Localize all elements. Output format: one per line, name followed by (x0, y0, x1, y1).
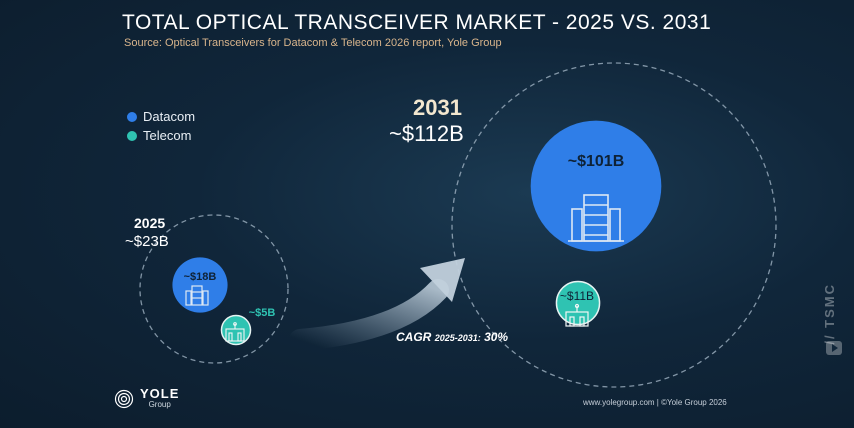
network-building-icon (225, 322, 245, 342)
footer-credit: www.yolegroup.com | ©Yole Group 2026 (583, 398, 727, 407)
label-2025-telecom: ~$5B (249, 307, 276, 319)
legend-swatch-datacom (127, 111, 137, 122)
label-2031-datacom: ~$101B (568, 153, 625, 170)
spiral-logo-icon (114, 389, 134, 408)
page-title: TOTAL OPTICAL TRANSCEIVER MARKET - 2025 … (122, 11, 712, 34)
network-building-icon (565, 303, 589, 327)
legend-label-telecom: Telecom (143, 128, 192, 143)
total-label-2025: ~$23B (125, 233, 169, 250)
bubble-2031-telecom (555, 280, 601, 326)
cagr-annotation: CAGR 2025-2031: 30% (396, 330, 508, 344)
source-subtitle: Source: Optical Transceivers for Datacom… (124, 37, 502, 49)
server-rack-icon (568, 194, 624, 242)
total-ring-2025 (139, 214, 289, 364)
bubble-2025-datacom (172, 257, 228, 313)
play-icon[interactable] (826, 340, 842, 356)
year-label-2031: 2031 (413, 95, 462, 120)
cagr-value: 30% (484, 330, 509, 344)
year-label-2025: 2025 (134, 215, 166, 231)
server-rack-icon (185, 285, 209, 306)
legend-swatch-telecom (127, 130, 137, 141)
channel-watermark: // TSMC (822, 283, 837, 345)
growth-arrow (289, 279, 449, 351)
total-label-2031: ~$112B (389, 121, 464, 146)
legend-item-telecom: Telecom (127, 128, 191, 143)
logo-word: YOLE (140, 386, 180, 401)
bubble-2031-datacom (530, 120, 662, 252)
label-2025-datacom: ~$18B (184, 271, 217, 283)
legend-item-datacom: Datacom (127, 109, 195, 124)
legend-label-datacom: Datacom (143, 109, 196, 124)
yole-logo: YOLE Group (114, 386, 180, 409)
total-ring-2031 (451, 62, 777, 388)
label-2031-telecom: ~$11B (560, 289, 594, 303)
cagr-label: CAGR (396, 330, 432, 344)
growth-arrow-head (420, 258, 465, 302)
logo-sub: Group (148, 400, 171, 409)
cagr-period: 2025-2031: (434, 333, 481, 343)
